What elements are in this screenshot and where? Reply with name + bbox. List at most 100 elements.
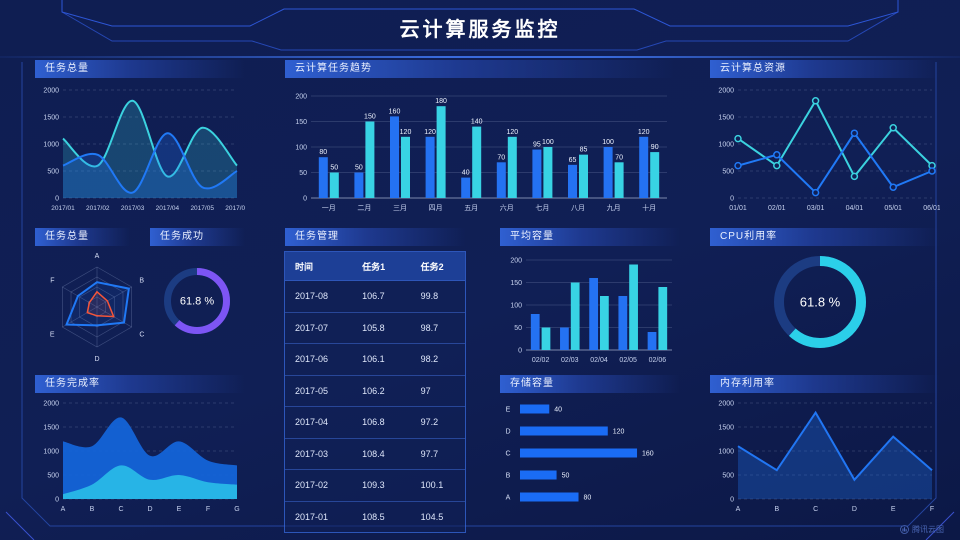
x-tick-label: 01/01 [729,205,747,212]
panel-title: 任务总量 [45,231,89,242]
bar [390,116,399,198]
table-row: 2017-03 108.4 97.7 [285,437,465,470]
cell: 97 [410,374,465,407]
bar-value-label: 90 [651,144,659,151]
y-tick-label: 2000 [43,88,59,95]
bar-value-label: 50 [330,165,338,172]
cell: 106.2 [352,374,411,407]
bar [507,136,517,198]
bar-value-label: 100 [602,139,614,146]
x-tick-label: 四月 [429,204,443,212]
bar [520,404,550,414]
x-tick-label: 02/02 [532,357,550,364]
radar-ring [87,296,107,318]
watermark-text: 腾讯云图 [912,525,944,534]
panel-header-tasks-radar: 任务总量 [35,228,130,246]
cell: 98.2 [410,343,465,375]
y-tick-label: 2000 [718,88,734,95]
cell: 2017-07 [285,311,353,344]
y-tick-label: 0 [518,348,522,355]
x-tick-label: 十月 [642,203,656,212]
completion-chart: 0 500 1000 1500 2000 A B C D E F G [35,393,245,515]
data-marker [773,151,781,159]
radar-axis-label: A [95,253,100,260]
tasks-total-chart: 0 500 1000 1500 2000 2017/01 2017/02 2017/03 201… [35,80,245,214]
bar [541,327,551,350]
data-marker [734,134,742,143]
data-marker [811,97,820,105]
y-tick-label: 0 [730,497,734,504]
x-tick-label: A [61,506,66,513]
category-label: B [506,473,511,480]
y-tick-label: 1500 [718,115,734,122]
panel-title: 存储容量 [510,378,554,389]
tasks-radar-canvas: A B C D E F [50,253,145,363]
x-tick-label: 02/05 [619,357,637,364]
bar [365,121,375,198]
bar [496,162,506,198]
panel-title: 云计算任务趋势 [295,63,372,74]
bar [600,296,609,350]
y-tick-label: 1500 [718,425,734,432]
radar-ring [79,286,115,328]
category-label: D [505,429,510,436]
donut-arc [774,256,866,348]
table-row: 2017-06 106.1 98.2 [285,343,465,375]
y-tick-label: 500 [47,473,59,480]
category-label: E [506,407,511,414]
cell: 108.5 [352,500,411,532]
y-tick-label: 0 [730,196,734,203]
table-row: 2017-05 106.2 97 [285,374,465,407]
x-tick-label: 02/03 [561,357,579,364]
bar [354,172,364,198]
data-marker [773,161,781,170]
x-tick-label: 02/01 [768,205,786,212]
y-tick-label: 150 [295,119,307,126]
y-tick-label: 200 [510,258,522,265]
cell: 108.4 [352,437,411,470]
header-divider [0,56,960,58]
y-tick-label: 0 [55,196,59,203]
bar-value-label: 80 [584,495,592,502]
bar-value-label: 40 [554,407,562,414]
x-tick-label: 04/01 [846,205,864,212]
x-tick-label: E [891,506,896,513]
completion-canvas: 0 500 1000 1500 2000 A B C D E F G [43,401,239,514]
cpu-usage-canvas: 61.8 % [774,256,866,348]
cell: 106.7 [352,280,411,312]
panel-header-task-trend: 云计算任务趋势 [285,60,675,78]
x-tick-label: C [813,506,818,513]
cell: 106.1 [352,343,411,375]
cell: 2017-03 [285,437,353,470]
table-row: 2017-08 106.7 99.8 [285,280,465,312]
bar [568,164,577,198]
cell: 106.8 [352,406,411,438]
y-tick-label: 100 [510,303,522,310]
x-tick-label: 03/01 [807,205,825,212]
x-tick-label: G [234,506,239,513]
bar-value-label: 120 [400,129,412,136]
data-marker [734,161,742,170]
y-tick-label: 2000 [43,401,59,408]
x-tick-label: 五月 [464,204,478,212]
series-line [737,131,933,195]
task-success-canvas: 61.8 % [164,268,230,334]
column-header: 任务2 [410,252,465,281]
cloud-resources-chart: 0 500 1000 1500 2000 01/01 02/01 03/01 04/01 05/0… [710,80,940,214]
x-tick-label: D [147,506,152,513]
cell: 105.8 [352,311,411,344]
bar-value-label: 120 [506,129,518,136]
bar-value-label: 150 [364,114,376,121]
task-table-head: 时间 任务1 任务2 [285,252,465,281]
bar-value-label: 40 [462,170,470,177]
radar-ring [70,276,124,338]
storage-chart: E 40 D 120 C 160 B 50 A 80 [500,398,680,508]
bar [639,136,649,198]
avg-capacity-chart: 0 50 100 150 200 02/02 02/03 02/04 02/05 02/06 [500,250,680,366]
y-tick-label: 200 [295,94,307,101]
page-title: 云计算服务监控 [399,19,561,41]
radar-axis-label: E [50,332,55,339]
cell: 2017-01 [285,500,353,532]
panel-title: 任务成功 [160,231,204,242]
